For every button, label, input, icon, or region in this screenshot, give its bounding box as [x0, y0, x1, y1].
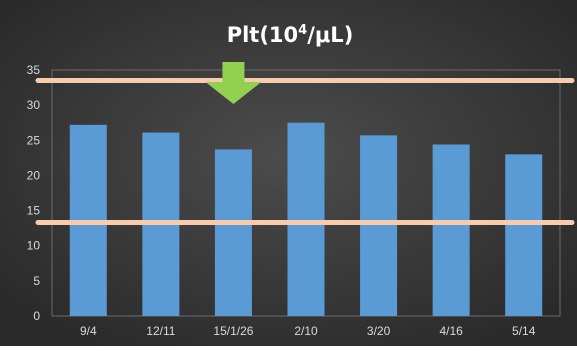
- y-tick-label: 0: [33, 309, 40, 323]
- y-tick-label: 10: [27, 239, 41, 253]
- chart-title: Plt(104/μL): [227, 23, 354, 47]
- x-tick-label: 9/4: [80, 324, 97, 338]
- x-tick-label: 4/16: [439, 324, 463, 338]
- bar: [360, 135, 398, 316]
- down-arrow-icon: [205, 62, 262, 104]
- x-axis-ticks: 9/4 12/11 15/1/26 2/10 3/20 4/16 5/14: [80, 324, 536, 338]
- bar: [214, 149, 252, 316]
- y-tick-label: 35: [27, 63, 41, 77]
- bars-layer: [69, 122, 543, 316]
- y-tick-label: 25: [27, 133, 41, 147]
- marker-layer: [205, 62, 262, 104]
- x-tick-label: 2/10: [294, 324, 318, 338]
- x-tick-label: 15/1/26: [213, 324, 253, 338]
- bar: [287, 122, 325, 316]
- x-tick-label: 3/20: [367, 324, 391, 338]
- x-tick-label: 12/11: [146, 324, 175, 338]
- y-tick-label: 20: [27, 168, 41, 182]
- y-tick-label: 15: [27, 204, 41, 218]
- reference-lines-layer: [35, 78, 575, 226]
- x-tick-label: 5/14: [512, 324, 536, 338]
- y-tick-label: 30: [27, 98, 41, 112]
- bar: [432, 144, 470, 316]
- y-tick-label: 5: [33, 274, 40, 288]
- y-axis-ticks: 0 5 10 15 20 25 30 35: [27, 63, 41, 323]
- bar: [505, 154, 543, 316]
